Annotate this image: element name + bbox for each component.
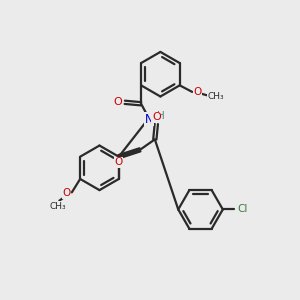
Text: N: N (145, 113, 154, 126)
Text: O: O (152, 112, 161, 122)
Text: Cl: Cl (238, 204, 248, 214)
Text: O: O (194, 88, 202, 98)
Text: H: H (157, 111, 165, 121)
Text: O: O (114, 97, 123, 107)
Text: O: O (62, 188, 70, 198)
Text: O: O (115, 157, 123, 167)
Text: CH₃: CH₃ (207, 92, 224, 101)
Text: CH₃: CH₃ (50, 202, 66, 211)
